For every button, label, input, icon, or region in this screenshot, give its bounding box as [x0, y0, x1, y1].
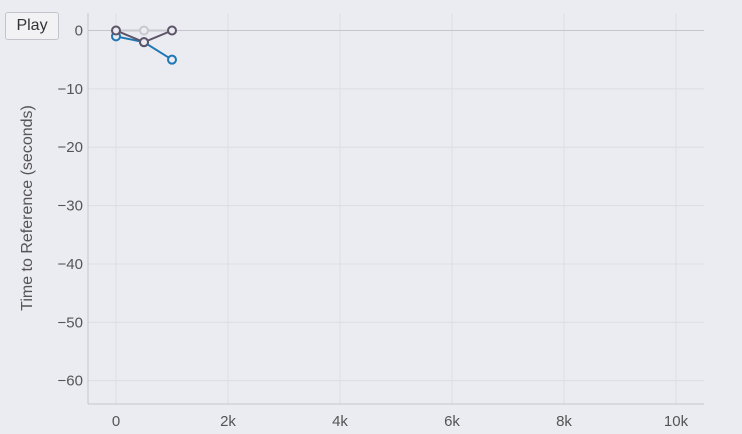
y-tick-label: −50 [58, 314, 83, 331]
y-tick-label: −20 [58, 139, 83, 156]
series-layer [111, 25, 177, 65]
axes [87, 13, 704, 405]
y-tick-label: −40 [58, 256, 83, 273]
x-tick-label: 2k [220, 413, 236, 430]
play-button[interactable]: Play [5, 12, 59, 40]
data-point [139, 37, 149, 48]
y-tick-label: −30 [58, 198, 83, 215]
x-tick-label: 8k [556, 413, 572, 430]
x-tick-label: 10k [664, 413, 689, 430]
y-tick-label: 0 [75, 23, 83, 40]
grid [88, 13, 704, 404]
x-tick-label: 4k [332, 413, 348, 430]
x-tick-label: 6k [444, 413, 460, 430]
data-point [167, 54, 177, 65]
data-point [139, 25, 149, 36]
y-tick-label: −10 [58, 81, 83, 98]
y-axis-title: Time to Reference (seconds) [19, 105, 36, 311]
data-point [111, 25, 121, 36]
plot-area [88, 13, 704, 404]
y-tick-label: −60 [58, 373, 83, 390]
tick-labels: 0 2k 4k 6k 8k 10k 0 −10 −20 −30 −40 −50 −60 [58, 23, 689, 430]
data-point [167, 25, 177, 36]
x-tick-label: 0 [112, 413, 120, 430]
